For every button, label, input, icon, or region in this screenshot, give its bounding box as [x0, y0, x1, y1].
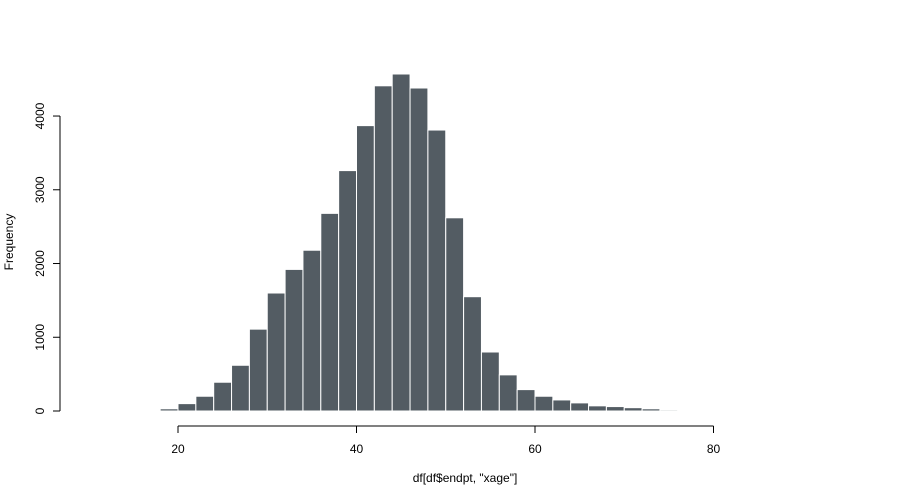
x-tick-label: 40: [350, 442, 364, 456]
bar: [248, 328, 268, 412]
bar: [284, 268, 304, 412]
bar: [373, 85, 393, 412]
y-tick-label: 0: [33, 407, 47, 414]
x-axis-label: df[df$endpt, "xage"]: [413, 471, 518, 485]
y-tick-label: 1000: [33, 324, 47, 351]
bar: [677, 409, 697, 412]
bar: [659, 409, 679, 412]
bar: [320, 212, 340, 412]
bar: [231, 364, 250, 412]
bar: [641, 408, 661, 412]
bar: [159, 408, 179, 412]
bar: [445, 217, 465, 412]
bar: [356, 125, 375, 412]
bar: [338, 170, 357, 412]
bar: [552, 399, 572, 412]
bar: [213, 381, 233, 412]
bar: [588, 405, 607, 412]
bar: [266, 292, 286, 412]
bar: [516, 389, 536, 412]
bar: [195, 395, 215, 412]
bar: [570, 402, 590, 412]
bar: [534, 395, 554, 412]
bar: [480, 351, 500, 412]
y-axis-label: Frequency: [2, 214, 16, 271]
bar: [623, 407, 643, 412]
x-tick-label: 20: [171, 442, 185, 456]
bar: [427, 129, 447, 412]
bar: [409, 87, 429, 412]
bar: [302, 249, 322, 412]
x-tick-label: 60: [528, 442, 542, 456]
y-tick-label: 3000: [33, 176, 47, 203]
x-tick-label: 80: [707, 442, 721, 456]
y-tick-label: 4000: [33, 102, 47, 129]
bar: [177, 403, 197, 412]
bar: [498, 374, 518, 412]
bar: [463, 296, 482, 412]
bar: [391, 73, 411, 412]
bar: [605, 406, 625, 412]
y-tick-label: 2000: [33, 250, 47, 277]
